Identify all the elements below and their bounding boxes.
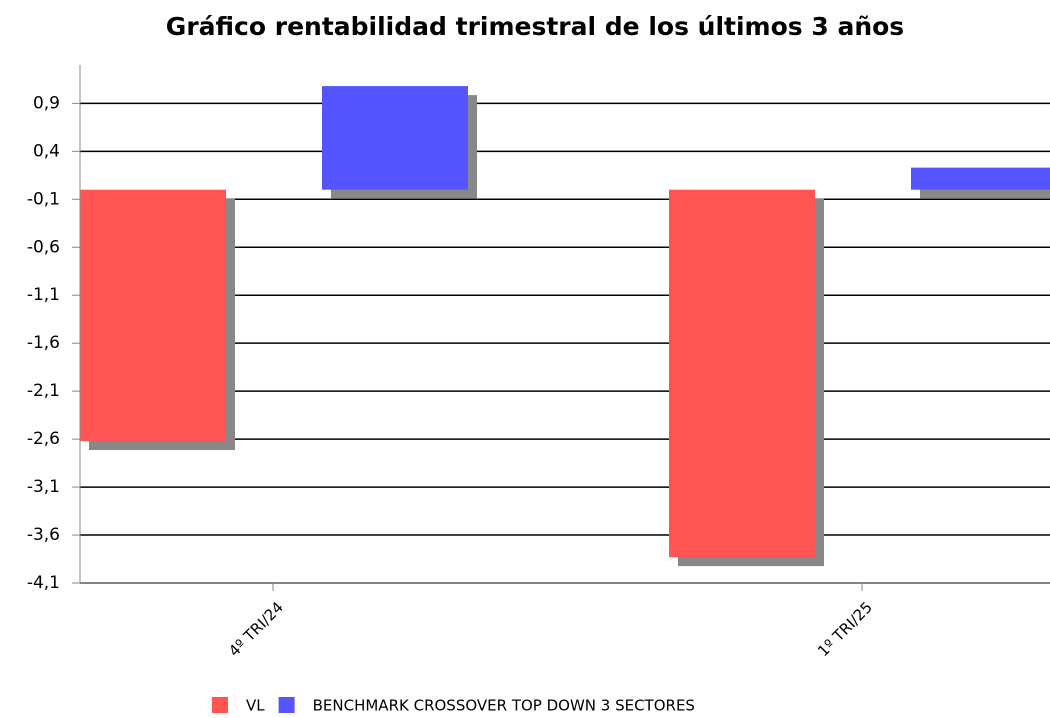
y-tick-label: 0,4 bbox=[33, 141, 60, 161]
y-tick-label: -2,6 bbox=[27, 429, 60, 449]
bar bbox=[669, 189, 815, 558]
y-tick-label: -0,1 bbox=[27, 189, 60, 209]
y-tick-label: -3,1 bbox=[27, 477, 60, 497]
y-tick-label: -1,1 bbox=[27, 285, 60, 305]
bar bbox=[911, 167, 1050, 190]
bars bbox=[80, 86, 1050, 567]
legend-swatch bbox=[212, 697, 228, 713]
bar bbox=[322, 86, 468, 190]
x-tick-label: 4º TRI/24 bbox=[225, 598, 287, 660]
y-tick-label: -1,6 bbox=[27, 333, 60, 353]
x-tick-label: 1º TRI/25 bbox=[814, 598, 876, 660]
chart-title: Gráfico rentabilidad trimestral de los ú… bbox=[166, 12, 904, 41]
legend-label: BENCHMARK CROSSOVER TOP DOWN 3 SECTORES bbox=[313, 697, 695, 715]
bar bbox=[80, 189, 226, 442]
legend-label: VL bbox=[246, 697, 265, 715]
y-tick-label: -3,6 bbox=[27, 525, 60, 545]
legend-swatch bbox=[278, 697, 295, 713]
y-tick-label: -4,1 bbox=[27, 573, 60, 593]
axes: 0,9 0,4 -0,1 -0,6 -1,1 -1,6 -2,1 -2,6 -3,1 -3,6 -4… bbox=[27, 65, 1050, 715]
y-tick-label: -2,1 bbox=[27, 381, 60, 401]
y-tick-label: -0,6 bbox=[27, 237, 60, 257]
y-tick-label: 0,9 bbox=[33, 93, 60, 113]
